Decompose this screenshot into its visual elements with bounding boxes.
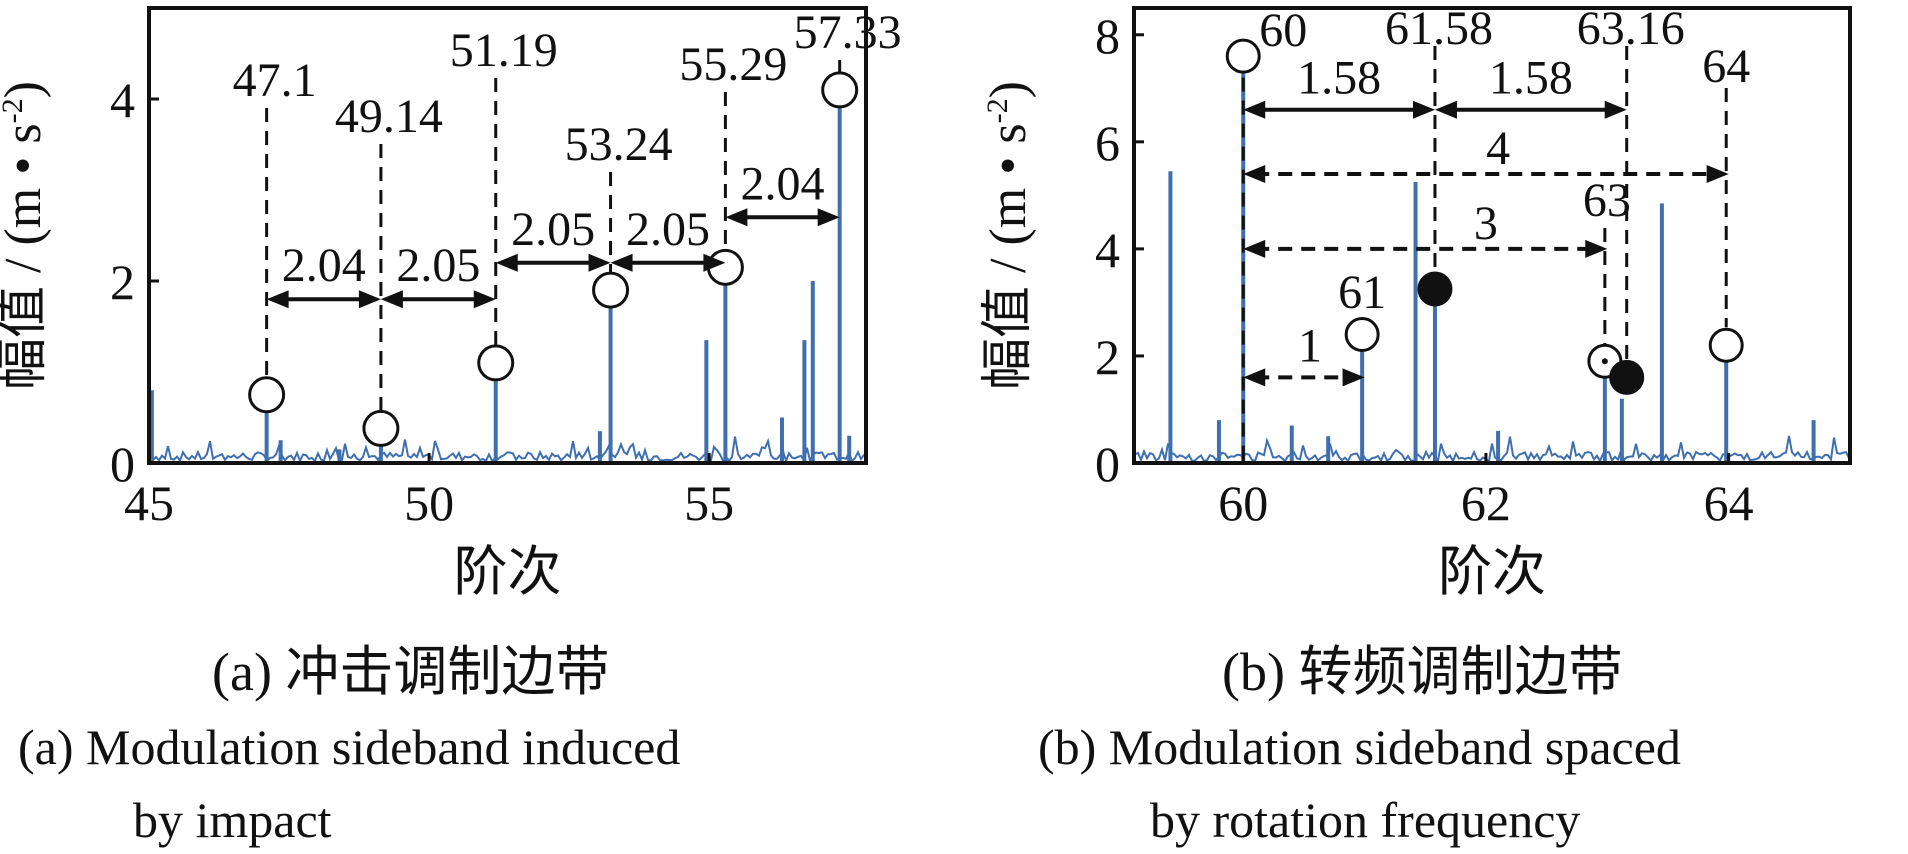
spacing-arrow-head-left [1243,239,1266,258]
peak-label: 63 [1583,174,1631,227]
y-axis-label: 幅值 / (m • s-2) [0,81,52,390]
peak-label: 61 [1338,266,1386,319]
y-axis-label-main: 幅值 / (m • s [0,123,52,390]
caption-b-zh: (b) 转频调制边带 [1222,642,1623,702]
caption-a-en-line1: (a) Modulation sideband induced [18,719,681,775]
x-tick-label: 50 [404,475,454,531]
y-axis-label-main: 幅值 / (m • s [980,123,1037,390]
y-tick-label: 4 [110,72,135,128]
spacing-label: 3 [1474,197,1498,250]
y-tick-label: 4 [1095,222,1120,278]
peak-marker [1344,317,1380,353]
spacing-arrow-head-left [1434,100,1457,119]
peak-label: 57.33 [794,6,902,59]
spacing-arrow-head-right [1585,239,1608,258]
x-axis-label: 阶次 [1438,542,1546,602]
y-axis-label-close: ) [980,81,1037,98]
y-tick-label: 0 [1095,436,1120,492]
caption-a-zh: (a) 冲击调制边带 [212,642,610,702]
plot-frame [1132,6,1852,465]
spacing-arrow-head-left [380,290,403,309]
spacing-label: 2.04 [282,239,366,292]
y-tick-label: 6 [1095,115,1120,171]
x-tick-label: 45 [124,475,174,531]
spacing-arrow-head-right [1412,100,1435,119]
y-axis-label: 幅值 / (m • s-2) [980,81,1037,390]
peak-label: 51.19 [450,24,558,77]
peak-marker [821,71,859,109]
spacing-label: 2.05 [396,239,480,292]
peak-label: 49.14 [335,90,443,143]
top-peak-label: 61.58 [1385,2,1493,55]
peak-label: 64 [1702,40,1750,93]
x-tick-label: 55 [684,475,734,531]
peak-label: 47.1 [233,54,317,107]
spacing-label: 4 [1486,122,1510,175]
spacing-arrow-head-right [1604,100,1627,119]
spacing-arrow-head-left [1243,368,1266,387]
peak-marker [592,271,630,309]
x-axis-label: 阶次 [454,542,562,602]
y-axis-label-exponent: -2 [0,98,29,123]
y-tick-label: 2 [1095,329,1120,385]
plot-frame [147,6,868,465]
spacing-label: 2.05 [511,203,595,256]
spacing-arrow-head-left [495,253,518,272]
caption-b-en-line2: by rotation frequency [1150,792,1581,848]
peak-marker [362,409,400,447]
peak-label: 55.29 [679,38,787,91]
peak-label: 53.24 [565,118,673,171]
spacing-label: 1 [1298,319,1322,372]
top-peak-label: 63.16 [1577,2,1685,55]
chart-panel-b: 60 62 64 0 2 4 6 8 阶次 幅值 / (m • s-2) 61.58 63.16 60 6… [980,2,1852,602]
spacing-arrow-head-left [610,253,633,272]
x-tick-label: 62 [1461,475,1511,531]
spacing-arrow-head-left [1243,100,1266,119]
spacing-label: 2.05 [626,203,710,256]
peak-marker [1708,327,1744,363]
peak-marker [1225,38,1261,74]
spacing-label: 1.58 [1297,52,1381,105]
y-tick-label: 0 [110,436,135,492]
spacing-arrow-head-right [703,253,726,272]
spacing-arrow-head-right [1706,164,1729,183]
y-axis-label-exponent: -2 [981,98,1014,123]
spacing-label: 2.04 [741,157,825,210]
spacing-label: 1.58 [1489,52,1573,105]
y-tick-label: 8 [1095,8,1120,64]
y-axis-label-close: ) [0,81,52,98]
spacing-arrow-head-right [1342,368,1365,387]
marker-center-dot [1601,358,1608,365]
spacing-arrow-head-right [817,208,840,227]
spacing-arrow-head-right [473,290,496,309]
spacing-arrow-head-right [588,253,611,272]
noise-floor [149,436,865,464]
caption-a-en-line2: by impact [133,792,332,848]
peak-marker-filled [1417,271,1453,307]
peak-marker [477,344,515,382]
x-tick-label: 60 [1218,475,1268,531]
caption-b-en-line1: (b) Modulation sideband spaced [1038,719,1681,775]
spacing-arrow-head-left [1243,164,1266,183]
y-tick-label: 2 [110,254,135,310]
spacing-arrow-head-left [725,208,748,227]
x-tick-label: 64 [1704,475,1754,531]
spacing-arrow-head-left [266,290,289,309]
peak-marker [248,376,286,414]
spacing-arrow-head-right [358,290,381,309]
peak-marker-filled [1609,359,1645,395]
peak-label: 60 [1259,4,1307,57]
